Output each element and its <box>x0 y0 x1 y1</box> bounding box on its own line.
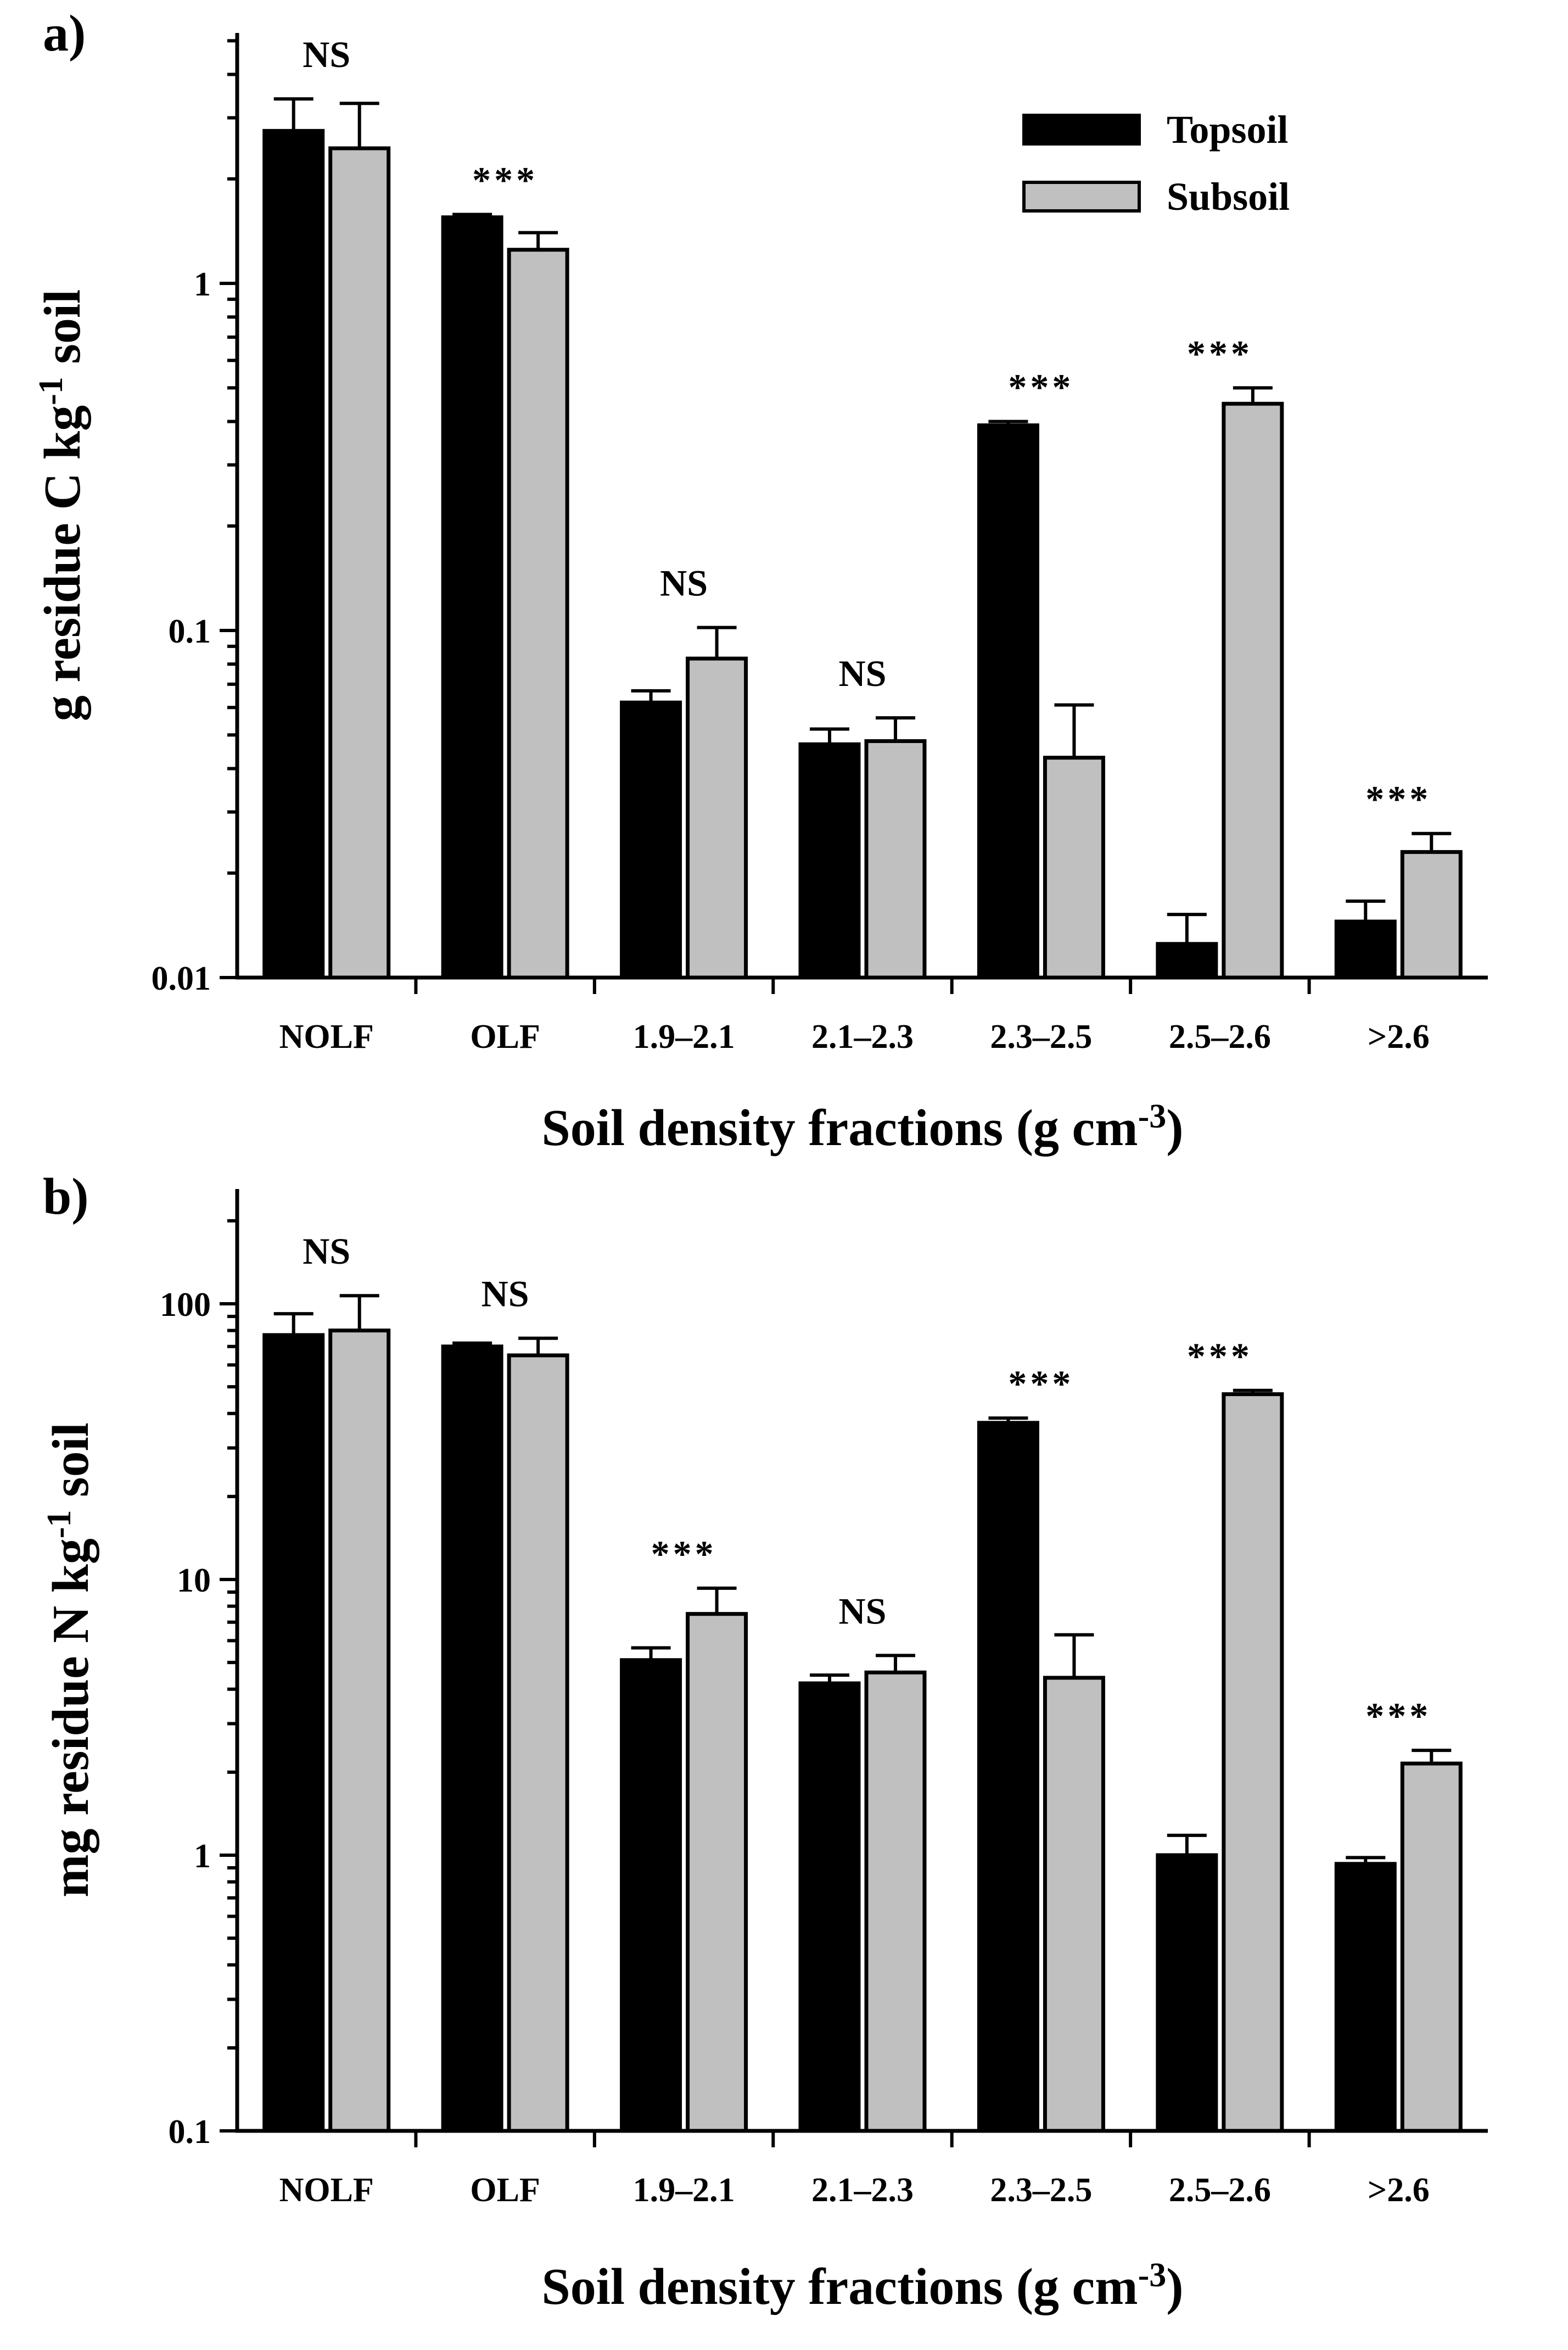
y-tick-label: 100 <box>160 1286 211 1324</box>
y-tick-label: 0.01 <box>152 960 211 997</box>
bar-subsoil <box>507 1353 569 2133</box>
y-axis-title-tail: soil <box>42 1422 99 1510</box>
significance-label: *** <box>1008 1363 1074 1404</box>
bar-subsoil <box>328 146 391 980</box>
bar-subsoil <box>864 739 927 980</box>
y-tick-label: 0.1 <box>169 2113 211 2151</box>
bar-topsoil <box>262 129 325 980</box>
bar-subsoil <box>1043 1676 1105 2133</box>
x-tick-label: 2.3–2.5 <box>990 1018 1092 1056</box>
x-tick-label: 2.5–2.6 <box>1169 2172 1271 2209</box>
bar-topsoil <box>798 742 861 980</box>
bar-subsoil <box>507 248 569 980</box>
y-axis-title-tail: soil <box>34 289 91 377</box>
bar-subsoil <box>328 1328 391 2133</box>
x-axis-title-sup: -3 <box>1138 1098 1167 1135</box>
x-axis-title-tail: ) <box>1166 1099 1183 1157</box>
x-tick-label: NOLF <box>279 1018 374 1056</box>
bar-subsoil <box>1222 401 1284 980</box>
significance-label: NS <box>303 34 350 75</box>
significance-label: *** <box>1187 332 1253 374</box>
chart-panel-a: 0.01 0.1 1 NOLF NS OLF *** 1.9–2.1 NS 2.1–2.3 NS 2.… <box>32 5 1488 1157</box>
bar-topsoil <box>798 1681 861 2133</box>
chart-panel-b: 0.1 1 10 100 NOLF NS OLF NS 1.9–2.1 *** 2.1–2.3 NS 2… <box>41 1168 1488 2315</box>
significance-label: NS <box>481 1273 529 1315</box>
significance-label: *** <box>651 1533 717 1575</box>
bar-topsoil <box>620 700 682 980</box>
x-tick-label: >2.6 <box>1368 2172 1430 2209</box>
legend-label-topsoil: Topsoil <box>1167 108 1288 152</box>
legend-swatch-subsoil <box>1022 181 1141 213</box>
significance-label: *** <box>1187 1335 1253 1377</box>
x-tick-label: 1.9–2.1 <box>633 1018 735 1056</box>
y-tick-label: 1 <box>194 1838 211 1875</box>
y-tick-label: 0.1 <box>169 613 211 650</box>
x-tick-label: 1.9–2.1 <box>633 2172 735 2209</box>
bar-subsoil <box>686 1612 748 2133</box>
significance-label: NS <box>303 1230 350 1272</box>
y-tick-label: 10 <box>177 1562 211 1599</box>
y-axis-title-base: mg residue N kg <box>42 1538 99 1897</box>
legend: Topsoil Subsoil <box>1022 108 1290 219</box>
bar-topsoil <box>1156 1853 1218 2133</box>
bar-subsoil <box>864 1670 927 2133</box>
significance-label: *** <box>1008 366 1074 408</box>
x-axis-title-base: Soil density fractions (g cm <box>541 1099 1138 1157</box>
x-axis-title-base: Soil density fractions (g cm <box>541 2258 1138 2315</box>
x-tick-label: 2.1–2.3 <box>811 2172 914 2209</box>
y-axis-title: g residue C kg-1 soil <box>32 289 91 721</box>
x-axis-title-tail: ) <box>1166 2258 1183 2315</box>
y-axis-title-sup: -1 <box>41 1510 78 1538</box>
significance-label: NS <box>839 652 887 694</box>
significance-label: NS <box>660 562 708 604</box>
legend-swatch-topsoil <box>1022 114 1141 146</box>
bar-subsoil <box>1043 756 1105 980</box>
panel-label: a) <box>43 5 86 62</box>
x-tick-label: OLF <box>470 2172 540 2209</box>
y-axis-title-sup: -1 <box>32 377 70 405</box>
bar-topsoil <box>977 423 1039 980</box>
x-tick-label: 2.5–2.6 <box>1169 1018 1271 1056</box>
x-tick-label: 2.3–2.5 <box>990 2172 1092 2209</box>
x-tick-label: 2.1–2.3 <box>811 1018 914 1056</box>
panel-label: b) <box>43 1168 89 1225</box>
bar-topsoil <box>1334 919 1397 980</box>
bar-subsoil <box>1400 1761 1463 2133</box>
bar-subsoil <box>1222 1392 1284 2133</box>
bar-topsoil <box>262 1333 325 2133</box>
bar-topsoil <box>441 215 503 980</box>
y-axis-title-base: g residue C kg <box>34 405 91 721</box>
bar-topsoil <box>1334 1862 1397 2133</box>
x-axis-title: Soil density fractions (g cm-3) <box>541 2257 1183 2315</box>
significance-label: *** <box>1365 778 1431 820</box>
x-tick-label: OLF <box>470 1018 540 1056</box>
bar-topsoil <box>977 1421 1039 2133</box>
x-tick-label: NOLF <box>279 2172 374 2209</box>
bar-topsoil <box>1156 942 1218 980</box>
x-axis-title-sup: -3 <box>1138 2257 1167 2294</box>
y-axis-title: mg residue N kg-1 soil <box>41 1422 99 1897</box>
significance-label: *** <box>1365 1695 1431 1737</box>
significance-label: *** <box>472 159 538 200</box>
legend-label-subsoil: Subsoil <box>1167 175 1290 219</box>
y-tick-label: 1 <box>194 266 211 303</box>
bar-topsoil <box>620 1658 682 2133</box>
significance-label: NS <box>839 1590 887 1632</box>
bar-subsoil <box>1400 850 1463 980</box>
x-tick-label: >2.6 <box>1368 1018 1430 1056</box>
bar-subsoil <box>686 656 748 980</box>
bar-topsoil <box>441 1344 503 2133</box>
x-axis-title: Soil density fractions (g cm-3) <box>541 1098 1183 1157</box>
